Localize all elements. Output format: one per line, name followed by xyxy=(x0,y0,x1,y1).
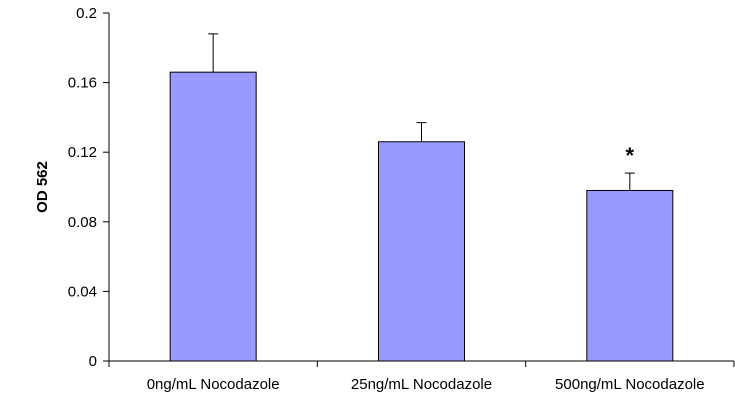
bar xyxy=(586,189,674,362)
significance-marker: * xyxy=(626,143,635,168)
x-tick-label: 500ng/mL Nocodazole xyxy=(555,376,705,393)
bar xyxy=(378,141,465,362)
x-tick-label: 0ng/mL Nocodazole xyxy=(147,376,280,393)
y-tick-label: 0.04 xyxy=(68,283,97,300)
y-tick-label: 0.12 xyxy=(68,144,97,161)
y-tick-label: 0.08 xyxy=(68,214,97,231)
y-tick-label: 0.16 xyxy=(68,75,97,92)
y-tick-label: 0.2 xyxy=(76,5,97,22)
plot-area: 0 0.04 0.08 0.12 0.16 0.2 0ng/mL Nocodazole 25n… xyxy=(68,5,735,393)
bar xyxy=(169,71,257,362)
y-tick-label: 0 xyxy=(89,353,97,370)
x-tick-label: 25ng/mL Nocodazole xyxy=(351,376,492,393)
y-axis-label: OD 562 xyxy=(34,161,51,213)
